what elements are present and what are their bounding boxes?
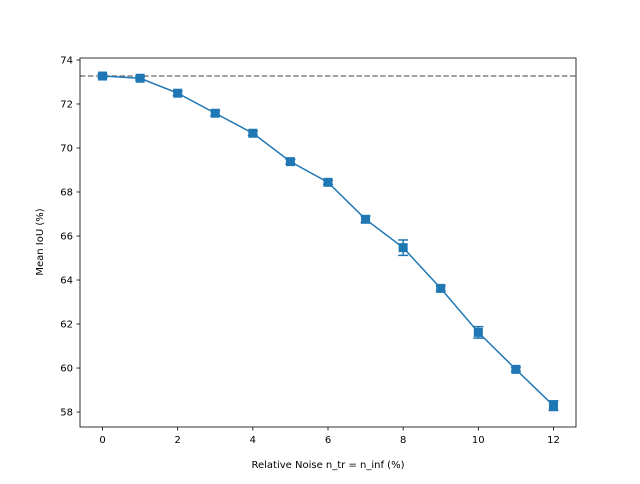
y-tick-label: 62 [60,320,73,331]
x-tick-label: 10 [472,435,485,446]
data-point [436,283,446,293]
data-point [98,71,108,81]
y-axis: 58 60 62 64 66 68 70 72 74 [60,55,80,419]
data-point [173,88,183,98]
plot-area [79,57,577,428]
x-tick-label: 6 [325,435,331,446]
data-point [511,364,521,374]
data-point [285,157,295,167]
x-tick-label: 2 [175,435,181,446]
data-point [473,327,483,337]
x-tick-label: 0 [99,435,105,446]
data-point [361,214,371,224]
data-point [135,73,145,83]
data-point [548,401,558,411]
axes-frame [79,57,577,428]
y-tick-label: 68 [60,188,73,199]
x-axis: 0 2 4 6 8 10 12 [99,427,560,446]
data-point [323,177,333,187]
x-axis-label: Relative Noise n_tr = n_inf (%) [252,460,405,471]
y-tick-label: 66 [60,232,73,243]
y-tick-label: 58 [60,408,73,419]
data-point [398,243,408,253]
y-tick-label: 72 [60,99,73,110]
data-point [248,128,258,138]
data-point [210,108,220,118]
x-tick-label: 4 [250,435,256,446]
y-tick-label: 70 [60,143,73,154]
y-tick-label: 60 [60,364,73,375]
series-line [102,75,554,407]
y-axis-label: Mean IoU (%) [35,208,46,275]
x-tick-label: 8 [400,435,406,446]
y-tick-label: 64 [60,276,73,287]
y-tick-label: 74 [60,55,73,66]
x-tick-label: 12 [547,435,560,446]
